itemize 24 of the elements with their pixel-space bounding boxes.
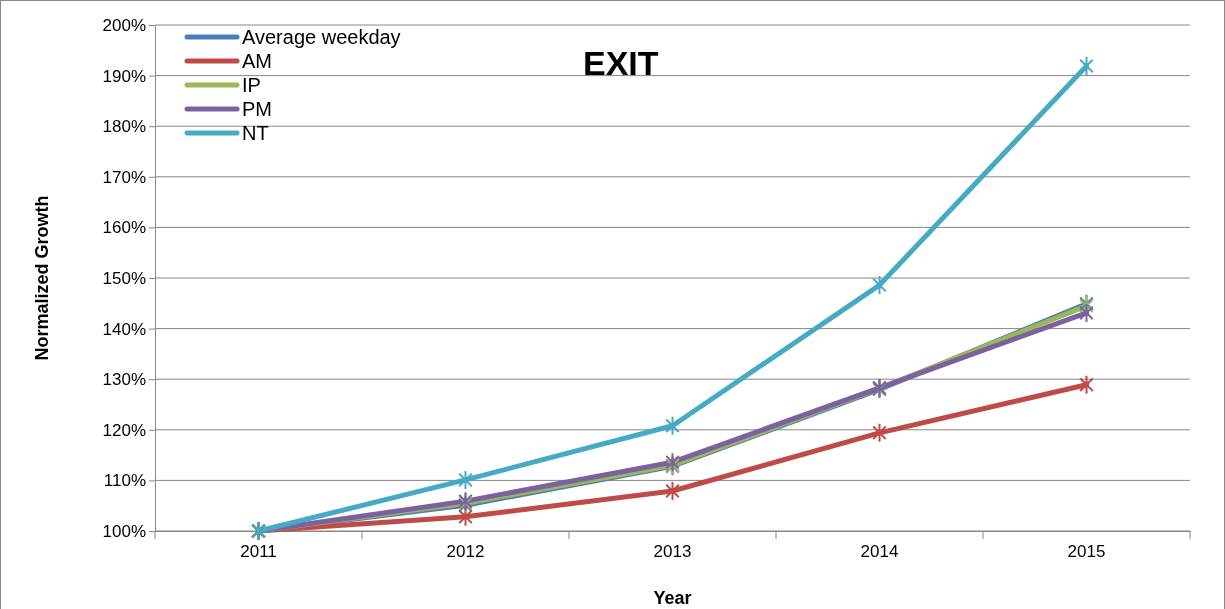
y-tick-label: 130% [102,370,146,390]
y-tick-label: 160% [102,218,146,238]
y-tick-label: 120% [102,420,146,440]
y-tick-label: 100% [102,521,146,541]
x-tick-label: 2013 [653,542,692,562]
x-tick-label: 2011 [240,542,277,562]
y-tick-label: 170% [102,167,146,187]
y-tick-label: 150% [102,268,146,288]
legend-label: IP [242,74,261,96]
legend-label: NT [242,122,269,144]
y-axis-title: Normalized Growth [32,195,52,361]
legend-label: AM [242,50,272,72]
y-tick-label: 200% [102,15,146,35]
text: EXIT [582,44,659,82]
y-tick-label: 140% [102,319,146,339]
x-tick-label: 2014 [860,542,899,562]
x-tick-label: 2015 [1067,542,1106,562]
legend-label: PM [242,98,272,120]
x-axis-title: Year [653,588,692,608]
y-tick-label: 110% [103,471,146,491]
x-tick-label: 2012 [446,542,485,562]
legend-label: Average weekday [242,26,401,48]
y-tick-label: 190% [102,66,146,86]
y-tick-label: 180% [102,117,146,137]
